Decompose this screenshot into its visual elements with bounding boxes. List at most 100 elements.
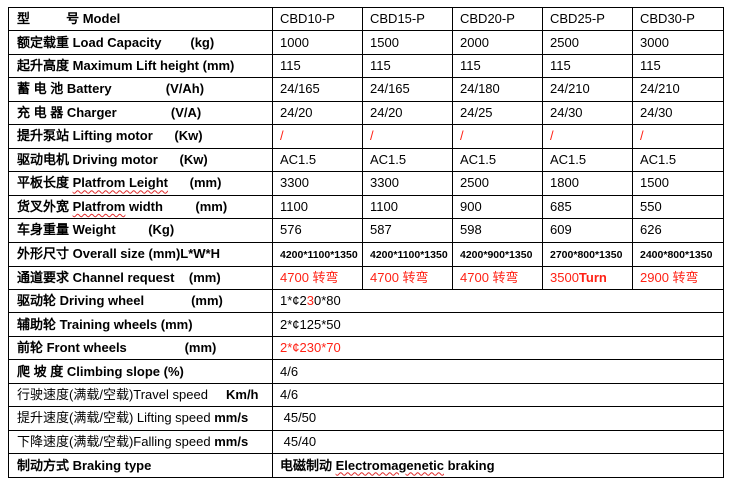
text-segment: 蓄 电 池 Battery (V/Ah) <box>17 81 205 97</box>
text-segment: 1800 <box>550 175 579 191</box>
spec-value-overall-size-col4: 2700*800*1350 <box>542 241 633 267</box>
spec-value-lifting-motor-col2: / <box>362 124 453 149</box>
spec-value-weight-col1: 576 <box>272 218 363 243</box>
spec-value-training-wheels-span: 2*¢125*50 <box>272 312 724 337</box>
spec-row-model: 型 号 Model CBD10-P CBD15-P CBD20-P CBD25-P CBD… <box>8 6 724 32</box>
text-segment: AC1.5 <box>460 151 497 167</box>
spec-label-climbing-slope: 爬 坡 度 Climbing slope (%) <box>8 359 273 384</box>
spec-value-lifting-motor-col3: / <box>452 124 543 149</box>
spec-value-charger-col5: 24/30 <box>632 100 724 126</box>
spec-value-charger-col3: 24/25 <box>452 100 543 126</box>
spec-label-platform-width: 货叉外宽 Platfrom width (mm) <box>8 194 273 220</box>
spec-value-overall-size-col1: 4200*1100*1350 <box>272 241 363 267</box>
spec-value-platform-width-col1: 1100 <box>272 194 363 220</box>
text-segment: 平板长度 <box>17 175 73 191</box>
text-segment: 充 电 器 Charger (V/A) <box>17 104 202 120</box>
text-segment: AC1.5 <box>370 151 407 167</box>
text-segment: 辅助轮 Training wheels (mm) <box>17 316 193 332</box>
text-segment: CBD15-P <box>370 11 425 27</box>
text-segment: AC1.5 <box>550 151 587 167</box>
text-segment: CBD25-P <box>550 11 605 27</box>
spec-label-max-lift-height: 起升高度 Maximum Lift height (mm) <box>8 53 273 79</box>
text-segment: 2000 <box>460 34 489 50</box>
spec-value-weight-col3: 598 <box>452 218 543 243</box>
spec-value-travel-speed-span: 4/6 <box>272 382 724 408</box>
spec-value-channel-request-col1: 4700 转弯 <box>272 265 363 291</box>
text-segment: 626 <box>640 222 662 238</box>
text-segment: (mm) <box>167 175 222 191</box>
text-segment: 2400*800*1350 <box>640 248 713 261</box>
spec-label-battery: 蓄 电 池 Battery (V/Ah) <box>8 77 273 102</box>
spec-value-weight-col4: 609 <box>542 218 633 243</box>
spec-value-platform-width-col2: 1100 <box>362 194 453 220</box>
spec-value-driving-motor-col1: AC1.5 <box>272 147 363 173</box>
text-segment: 24/30 <box>640 104 673 120</box>
spec-row-load-capacity: 额定载重 Load Capacity (kg) 1000 1500 2000 2500 3… <box>8 30 724 55</box>
spec-row-weight: 车身重量 Weight (Kg) 576 587 598 609 626 <box>8 218 724 243</box>
text-segment: 24/165 <box>370 81 410 97</box>
spec-value-overall-size-col2: 4200*1100*1350 <box>362 241 453 267</box>
text-segment: 24/210 <box>640 81 680 97</box>
text-segment: width (mm) <box>125 198 228 214</box>
spec-value-platform-width-col5: 550 <box>632 194 724 220</box>
spec-value-platform-width-col3: 900 <box>452 194 543 220</box>
spec-value-overall-size-col3: 4200*900*1350 <box>452 241 543 267</box>
spec-value-overall-size-col5: 2400*800*1350 <box>632 241 724 267</box>
spec-row-platform-width: 货叉外宽 Platfrom width (mm) 1100 1100 900 685 55… <box>8 194 724 220</box>
text-segment: Platfrom Leight <box>72 175 168 191</box>
spec-value-charger-col1: 24/20 <box>272 100 363 126</box>
spec-table-body: 型 号 Model CBD10-P CBD15-P CBD20-P CBD25-P CBD… <box>8 6 724 478</box>
spec-value-model-col4: CBD25-P <box>542 6 633 32</box>
spec-value-model-col5: CBD30-P <box>632 6 724 32</box>
spec-value-load-capacity-col2: 1500 <box>362 30 453 55</box>
spec-row-overall-size: 外形尺寸 Overall size (mm)L*W*H 4200*1100*135… <box>8 241 724 267</box>
spec-label-lifting-motor: 提升泵站 Lifting motor (Kw) <box>8 124 273 149</box>
text-segment: 3300 <box>280 175 309 191</box>
spec-value-model-col2: CBD15-P <box>362 6 453 32</box>
text-segment: 4700 转弯 <box>370 269 429 285</box>
text-segment: AC1.5 <box>280 151 317 167</box>
spec-value-lifting-motor-col1: / <box>272 124 363 149</box>
text-segment: 0*80 <box>313 293 341 309</box>
spec-row-lifting-motor: 提升泵站 Lifting motor (Kw) / / / / / <box>8 124 724 149</box>
spec-value-max-lift-height-col4: 115 <box>542 53 633 79</box>
spec-value-driving-motor-col5: AC1.5 <box>632 147 724 173</box>
spec-value-channel-request-col4: 3500Turn <box>542 265 633 291</box>
spec-row-training-wheels: 辅助轮 Training wheels (mm) 2*¢125*50 <box>8 312 724 337</box>
spec-value-weight-col5: 626 <box>632 218 724 243</box>
spec-label-platform-length: 平板长度 Platfrom Leight (mm) <box>8 171 273 196</box>
text-segment: 4700 转弯 <box>460 269 519 285</box>
text-segment: 45/40 <box>280 433 317 449</box>
spec-row-channel-request: 通道要求 Channel request (mm) 4700 转弯 4700 转弯 4… <box>8 265 724 291</box>
text-segment: 2500 <box>460 175 489 191</box>
spec-row-front-wheels: 前轮 Front wheels (mm) 2*¢230*70 <box>8 335 724 361</box>
spec-label-charger: 充 电 器 Charger (V/A) <box>8 100 273 126</box>
spec-value-max-lift-height-col5: 115 <box>632 53 724 79</box>
spec-row-driving-wheel: 驱动轮 Driving wheel (mm) 1*¢230*80 <box>8 289 724 314</box>
text-segment: 115 <box>280 58 301 74</box>
spec-value-channel-request-col3: 4700 转弯 <box>452 265 543 291</box>
text-segment: 24/210 <box>550 81 590 97</box>
spec-row-travel-speed: 行驶速度(满载/空载)Travel speed Km/h 4/6 <box>8 382 724 408</box>
text-segment: 4200*1100*1350 <box>370 248 448 261</box>
spec-row-lifting-speed: 提升速度(满载/空载) Lifting speed mm/s 45/50 <box>8 406 724 431</box>
text-segment: 115 <box>370 58 391 74</box>
text-segment: 1*¢2 <box>280 293 307 309</box>
spec-value-channel-request-col2: 4700 转弯 <box>362 265 453 291</box>
text-segment: 型 号 Model <box>17 11 121 27</box>
text-segment: 驱动轮 Driving wheel (mm) <box>17 293 223 309</box>
spec-value-weight-col2: 587 <box>362 218 453 243</box>
text-segment: 4/6 <box>280 363 299 379</box>
spec-value-driving-motor-col3: AC1.5 <box>452 147 543 173</box>
text-segment: 车身重量 Weight (Kg) <box>17 222 175 238</box>
spec-label-training-wheels: 辅助轮 Training wheels (mm) <box>8 312 273 337</box>
spec-row-braking-type: 制动方式 Braking type 电磁制动 Electromagenetic b… <box>8 453 724 478</box>
spec-value-battery-col3: 24/180 <box>452 77 543 102</box>
text-segment: 115 <box>460 58 481 74</box>
text-segment: 额定载重 Load Capacity (kg) <box>17 34 215 50</box>
spec-label-falling-speed: 下降速度(满载/空载)Falling speed mm/s <box>8 429 273 455</box>
text-segment: 2500 <box>550 34 579 50</box>
spec-value-platform-length-col2: 3300 <box>362 171 453 196</box>
text-segment: 外形尺寸 Overall size (mm)L*W*H <box>17 245 220 261</box>
spec-label-load-capacity: 额定载重 Load Capacity (kg) <box>8 30 273 55</box>
